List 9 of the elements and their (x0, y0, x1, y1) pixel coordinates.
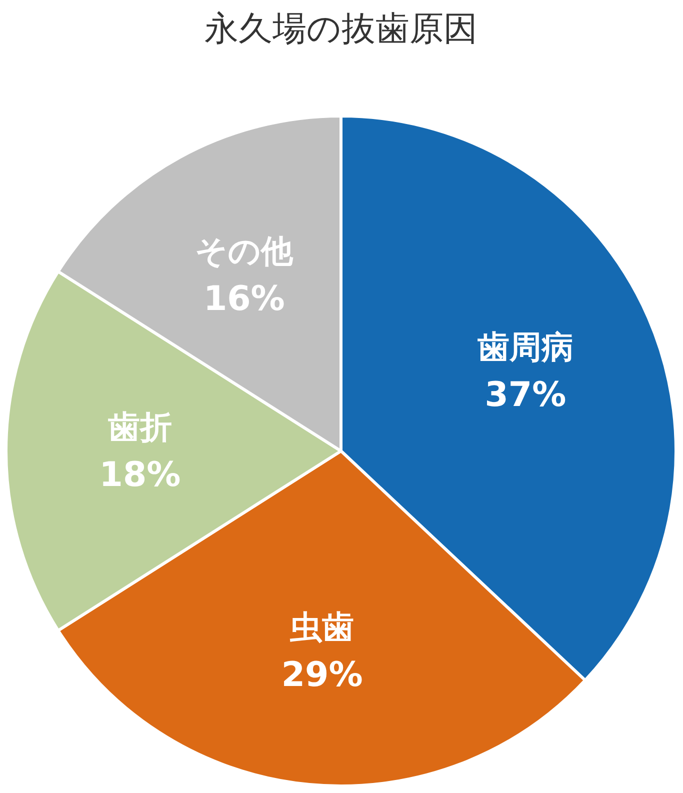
chart-title: 永久場の抜歯原因 (204, 9, 478, 49)
slice-label: 歯折 (108, 408, 172, 446)
slice-label: 歯周病 (477, 328, 574, 366)
data-label: 37% (484, 375, 566, 416)
slice-label: 虫歯 (289, 608, 354, 646)
data-label: 29% (281, 655, 363, 696)
data-label: 18% (99, 455, 181, 495)
slice-label: その他 (195, 232, 294, 270)
data-label: 16% (203, 278, 285, 319)
